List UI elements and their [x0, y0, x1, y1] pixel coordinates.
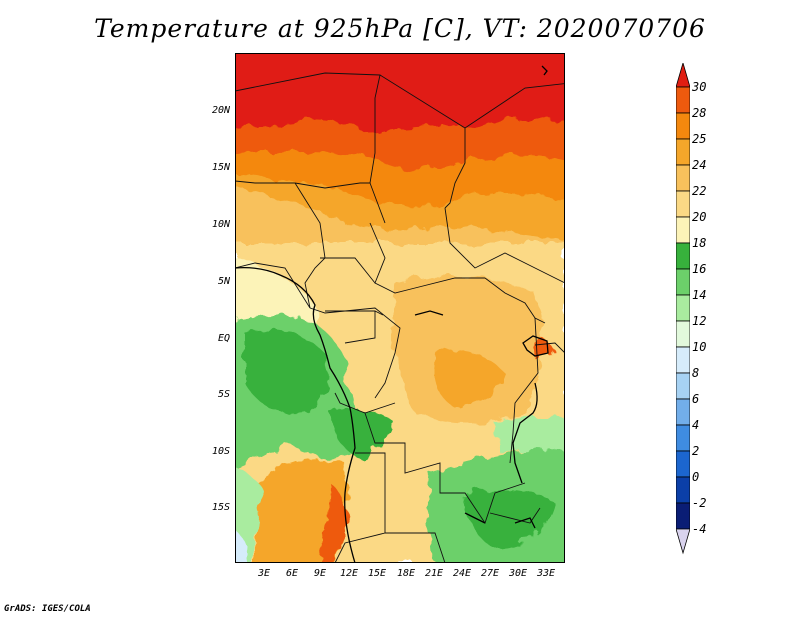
colorbar-swatch	[676, 424, 690, 452]
lat-label-eq: EQ	[217, 333, 230, 344]
lon-label-3e: 3E	[257, 568, 271, 579]
colorbar-swatch	[676, 242, 690, 270]
lat-label-15s: 15S	[211, 502, 230, 513]
colorbar-swatch	[676, 450, 690, 478]
colorbar-label: -4	[692, 522, 707, 536]
colorbar-label: 16	[692, 262, 707, 276]
colorbar-label: 30	[692, 80, 707, 94]
colorbar-swatch	[676, 268, 690, 296]
lon-label-24e: 24E	[452, 568, 472, 579]
lat-label-20n: 20N	[211, 105, 230, 116]
colorbar-swatch	[676, 372, 690, 400]
lat-label-10s: 10S	[211, 446, 230, 457]
colorbar-label: 20	[692, 210, 707, 224]
country-borders	[235, 72, 565, 563]
colorbar-swatch	[676, 398, 690, 426]
temperature-field	[235, 53, 565, 563]
colorbar-label: -2	[692, 496, 707, 510]
lon-label-18e: 18E	[396, 568, 416, 579]
lat-label-10n: 10N	[211, 219, 230, 230]
lon-label-27e: 27E	[480, 568, 500, 579]
lon-label-33e: 33E	[536, 568, 556, 579]
colorbar-label: 12	[692, 314, 707, 328]
colorbar-label: 24	[692, 158, 707, 172]
lat-label-15n: 15N	[211, 162, 230, 173]
colorbar-label: 14	[692, 288, 707, 302]
colorbar-swatch	[676, 346, 690, 374]
colorbar-swatch	[676, 190, 690, 218]
colorbar-label: 28	[692, 106, 707, 120]
lat-label-5s: 5S	[217, 389, 230, 400]
colorbar-label: 0	[692, 470, 700, 484]
colorbar-label: 8	[692, 366, 700, 380]
colorbar-swatch	[676, 63, 690, 88]
colorbar-swatch	[676, 164, 690, 192]
lon-label-12e: 12E	[339, 568, 359, 579]
colorbar-swatch	[676, 502, 690, 530]
colorbar-swatch	[676, 112, 690, 140]
colorbar-swatch	[676, 320, 690, 348]
colorbar-label: 25	[692, 132, 707, 146]
grads-credit: GrADS: IGES/COLA	[4, 604, 91, 614]
colorbar-swatch	[676, 216, 690, 244]
colorbar-label: 6	[692, 392, 700, 406]
lat-label-5n: 5N	[217, 276, 230, 287]
colorbar-label: 10	[692, 340, 707, 354]
colorbar-label: 22	[692, 184, 707, 198]
lon-label-15e: 15E	[367, 568, 387, 579]
colorbar-label: 4	[692, 418, 700, 432]
colorbar-swatch	[676, 476, 690, 504]
colorbar-swatch	[676, 86, 690, 114]
lon-label-30e: 30E	[508, 568, 528, 579]
colorbar-swatch	[676, 138, 690, 166]
temperature-map	[235, 53, 565, 563]
lon-label-21e: 21E	[424, 568, 444, 579]
lon-label-6e: 6E	[285, 568, 299, 579]
colorbar-label: 18	[692, 236, 707, 250]
lon-label-9e: 9E	[313, 568, 327, 579]
colorbar-swatch	[676, 294, 690, 322]
coastlines	[235, 65, 549, 563]
colorbar	[676, 63, 690, 555]
colorbar-swatch	[676, 528, 690, 555]
map-title: Temperature at 925hPa [C], VT: 202007070…	[94, 14, 706, 43]
colorbar-label: 2	[692, 444, 700, 458]
